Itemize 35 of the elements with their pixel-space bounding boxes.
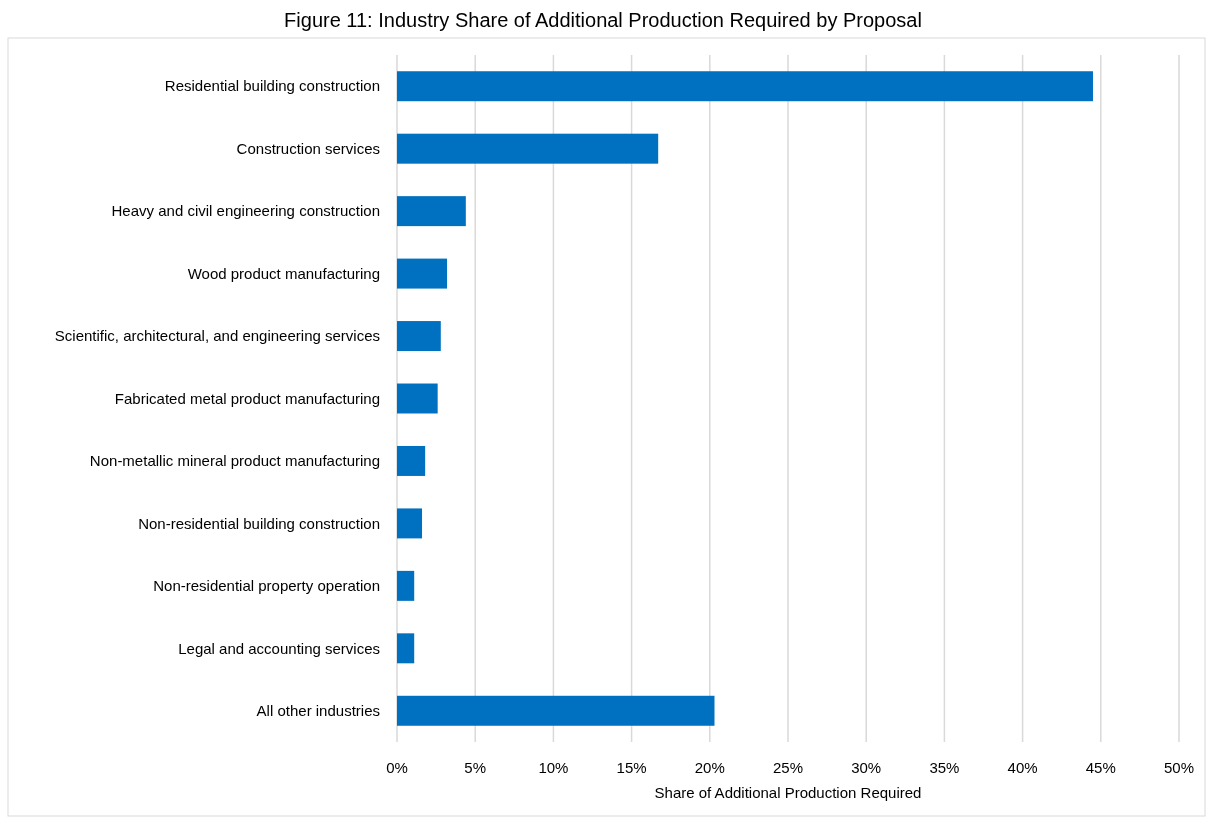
y-tick-label: Residential building construction <box>164 77 380 95</box>
bar <box>397 570 415 601</box>
bar <box>397 133 659 164</box>
y-tick-label: Fabricated metal product manufacturing <box>114 389 380 407</box>
x-tick-label: 40% <box>1007 759 1038 777</box>
bar <box>397 633 415 664</box>
x-axis-title: Share of Additional Production Required <box>654 784 922 802</box>
y-tick-label: Scientific, architectural, and engineering services <box>54 327 380 345</box>
y-tick-label: Non-metallic mineral product manufacturing <box>89 452 380 470</box>
bar <box>397 196 466 227</box>
y-tick-label: Wood product manufacturing <box>187 264 380 282</box>
chart-title: Figure 11: Industry Share of Additional Production Required by Proposal <box>284 9 922 31</box>
y-tick-label: Non-residential building construction <box>138 514 380 532</box>
x-tick-label: 45% <box>1085 759 1116 777</box>
y-tick-label: Construction services <box>236 139 380 157</box>
bar <box>397 445 426 476</box>
bar <box>397 321 441 352</box>
bar <box>397 508 423 539</box>
y-tick-label: Heavy and civil engineering construction <box>111 202 380 220</box>
x-tick-label: 15% <box>616 759 647 777</box>
x-tick-label: 5% <box>464 759 487 777</box>
bar <box>397 258 448 289</box>
x-tick-label: 25% <box>772 759 804 777</box>
y-tick-label: All other industries <box>256 702 380 720</box>
x-tick-label: 30% <box>851 759 882 777</box>
x-tick-label: 35% <box>929 759 960 777</box>
bar <box>397 71 1093 102</box>
y-tick-label: Legal and accounting services <box>178 639 380 657</box>
x-tick-label: 50% <box>1163 759 1195 777</box>
x-tick-label: 20% <box>694 759 725 777</box>
bar <box>397 383 438 414</box>
x-tick-label: 10% <box>538 759 569 777</box>
y-tick-label: Non-residential property operation <box>153 577 380 595</box>
bar <box>397 695 715 726</box>
x-tick-label: 0% <box>386 759 408 777</box>
